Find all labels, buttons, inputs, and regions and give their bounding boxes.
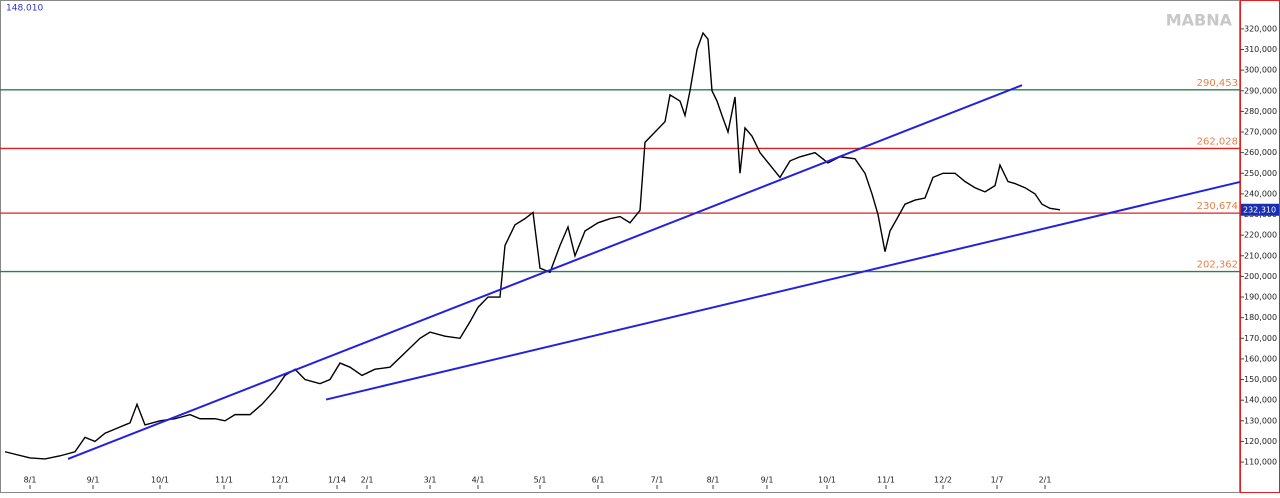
y-tick-label: 280,000 xyxy=(1244,107,1277,116)
y-tick-label: 140,000 xyxy=(1244,396,1277,405)
x-tick-label: 4/1 xyxy=(472,476,485,485)
axis-frame xyxy=(1240,0,1280,493)
level-label: 202,362 xyxy=(1197,260,1238,271)
y-tick-label: 240,000 xyxy=(1244,189,1277,198)
y-tick-label: 170,000 xyxy=(1244,334,1277,343)
x-tick-label: 3/1 xyxy=(424,476,437,485)
x-tick-label: 11/1 xyxy=(215,476,233,485)
x-tick-label: 9/1 xyxy=(761,476,774,485)
level-label: 230,674 xyxy=(1197,201,1238,212)
x-tick-label: 1/14 xyxy=(328,476,346,485)
x-tick-label: 8/1 xyxy=(707,476,720,485)
y-tick-label: 260,000 xyxy=(1244,148,1277,157)
y-tick-label: 190,000 xyxy=(1244,293,1277,302)
x-tick-label: 5/1 xyxy=(534,476,547,485)
y-tick-label: 250,000 xyxy=(1244,169,1277,178)
x-tick-label: 8/1 xyxy=(24,476,37,485)
y-tick-label: 130,000 xyxy=(1244,416,1277,425)
y-tick-label: 270,000 xyxy=(1244,128,1277,137)
y-tick-label: 300,000 xyxy=(1244,66,1277,75)
y-tick-label: 110,000 xyxy=(1244,458,1277,467)
x-tick-label: 2/1 xyxy=(361,476,374,485)
y-tick-label: 160,000 xyxy=(1244,354,1277,363)
y-tick-label: 220,000 xyxy=(1244,231,1277,240)
level-label: 262,028 xyxy=(1197,136,1238,147)
trend-line xyxy=(325,180,1241,401)
y-tick-label: 180,000 xyxy=(1244,313,1277,322)
y-tick-label: 200,000 xyxy=(1244,272,1277,281)
x-tick-label: 10/1 xyxy=(151,476,169,485)
x-tick-label: 1/7 xyxy=(991,476,1004,485)
x-tick-label: 7/1 xyxy=(651,476,664,485)
y-tick-label: 310,000 xyxy=(1244,45,1277,54)
y-tick-label: 150,000 xyxy=(1244,375,1277,384)
x-tick-label: 12/1 xyxy=(271,476,289,485)
x-tick-label: 10/1 xyxy=(818,476,836,485)
header-value: 148.010 xyxy=(6,4,43,14)
last-price-label: 232,310 xyxy=(1243,205,1276,214)
x-tick-label: 12/2 xyxy=(934,476,952,485)
watermark: MABNA xyxy=(1166,11,1233,30)
y-tick-label: 290,000 xyxy=(1244,86,1277,95)
y-tick-label: 320,000 xyxy=(1244,24,1277,33)
level-label: 290,453 xyxy=(1197,78,1238,89)
x-tick-label: 6/1 xyxy=(592,476,605,485)
x-tick-label: 9/1 xyxy=(87,476,100,485)
x-tick-label: 11/1 xyxy=(877,476,895,485)
last-price-box xyxy=(1241,203,1279,216)
plot-frame xyxy=(0,0,1240,493)
trend-line xyxy=(67,84,1023,460)
x-tick-label: 2/1 xyxy=(1039,476,1052,485)
y-tick-label: 210,000 xyxy=(1244,251,1277,260)
y-tick-label: 120,000 xyxy=(1244,437,1277,446)
price-line xyxy=(4,31,1061,460)
